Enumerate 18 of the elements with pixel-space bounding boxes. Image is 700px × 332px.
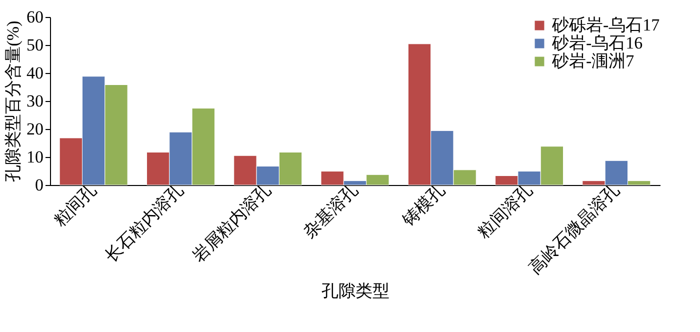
y-tick-label: 60 bbox=[26, 8, 44, 26]
x-tick-label: 粒间孔 bbox=[50, 180, 100, 230]
y-tick-label: 30 bbox=[26, 92, 44, 110]
y-tick-label: 40 bbox=[26, 64, 44, 82]
y-axis-title: 孔隙类型百分含量(%) bbox=[4, 20, 22, 182]
legend-label: 砂砾岩-乌石17 bbox=[551, 16, 660, 34]
x-axis-title: 孔隙类型 bbox=[322, 281, 390, 300]
y-tick-label: 0 bbox=[35, 176, 44, 194]
x-tick-label: 岩屑粒内溶孔 bbox=[188, 180, 274, 266]
x-tick-label: 杂基溶孔 bbox=[300, 180, 362, 242]
legend-label: 砂岩-涠洲7 bbox=[551, 52, 635, 70]
y-tick-label: 50 bbox=[26, 36, 44, 54]
x-tick-label: 长石粒内溶孔 bbox=[102, 180, 188, 266]
legend-label: 砂岩-乌石16 bbox=[551, 34, 643, 52]
x-tick-label: 铸模孔 bbox=[398, 180, 449, 231]
y-tick-label: 20 bbox=[26, 120, 44, 138]
y-tick-label: 10 bbox=[26, 148, 44, 166]
x-tick-label: 粒间溶孔 bbox=[474, 180, 536, 242]
